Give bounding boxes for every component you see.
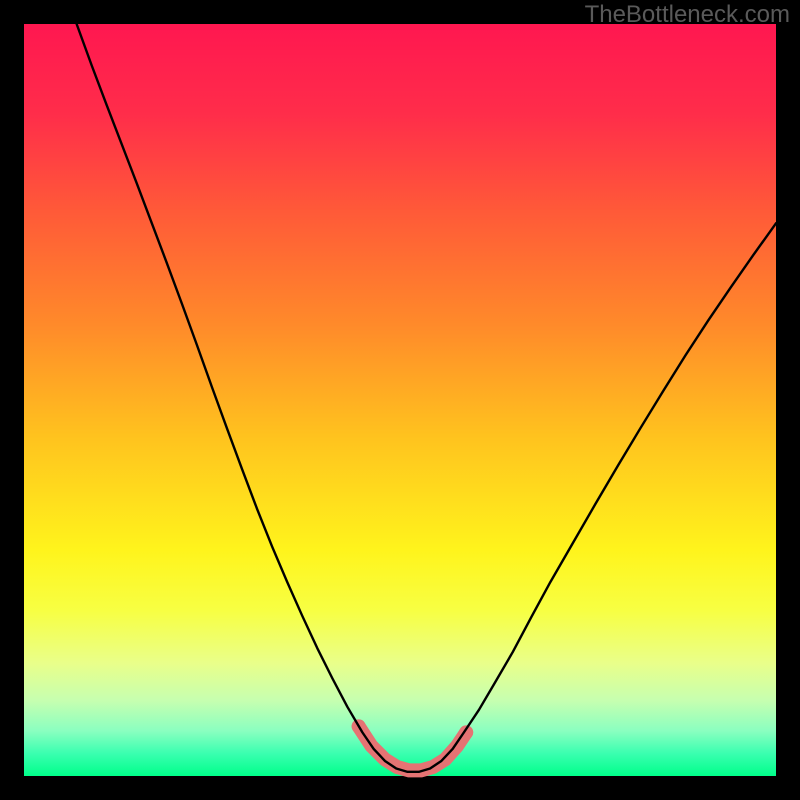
bottleneck-chart: TheBottleneck.com <box>0 0 800 800</box>
plot-background <box>24 24 776 776</box>
watermark-text: TheBottleneck.com <box>585 1 790 28</box>
